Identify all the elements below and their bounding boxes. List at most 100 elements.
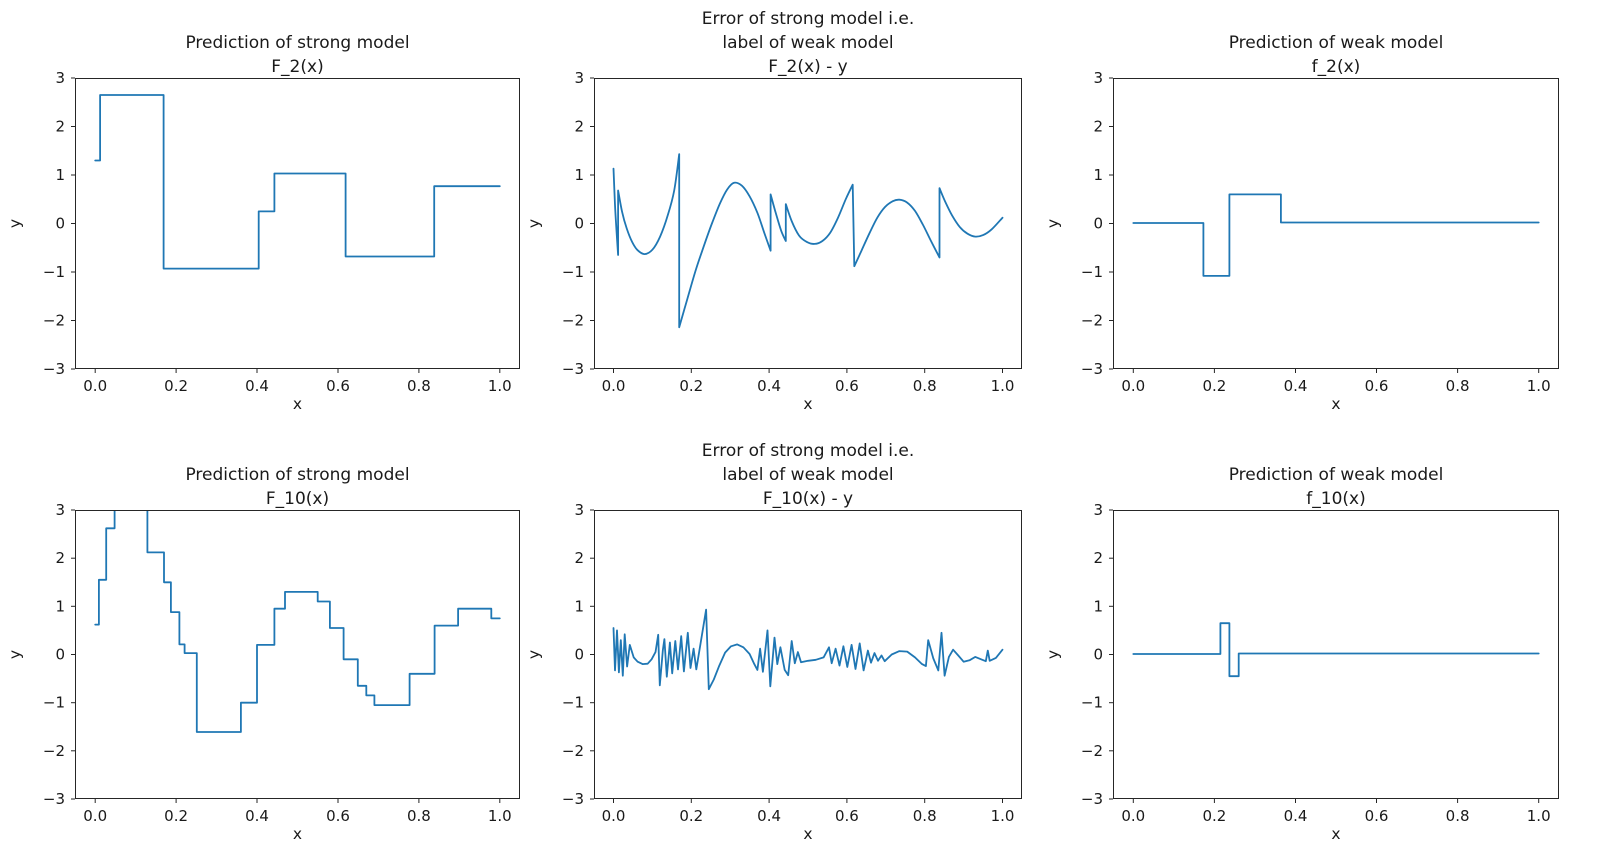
y-tick-label: 0: [55, 646, 65, 664]
y-tick-label: 2: [574, 549, 584, 567]
x-tick-label: 0.4: [1284, 807, 1308, 825]
y-tick-label: −1: [1081, 694, 1103, 712]
x-tick-label: 0.6: [1365, 807, 1389, 825]
subplot-weak-model-f_10: Prediction of weak model f_10(x) 0.0 0.2 0.4…: [1044, 465, 1559, 843]
y-tick-label: 2: [1093, 549, 1103, 567]
subplot-title-line: Error of strong model i.e.: [702, 441, 914, 461]
x-tick-label: 0.8: [913, 377, 937, 395]
series-line: [612, 608, 1004, 691]
y-axis-label: y: [525, 650, 543, 659]
x-tick-label: 0.2: [1202, 807, 1226, 825]
x-axis-label: x: [1331, 825, 1340, 843]
subplot-title-line: Error of strong model i.e.: [702, 9, 914, 29]
y-tick-label: −1: [43, 694, 65, 712]
series-line: [1132, 622, 1540, 678]
y-tick-label: 1: [574, 597, 584, 615]
y-tick-label: 3: [55, 69, 65, 87]
y-tick-label: −2: [562, 742, 584, 760]
y-axis-label: y: [6, 650, 24, 659]
x-tick-label: 0.2: [1202, 377, 1226, 395]
x-tick-label: 0.2: [164, 807, 188, 825]
x-tick-label: 1.0: [1527, 377, 1551, 395]
x-tick-label: 0.8: [1446, 807, 1470, 825]
x-tick-label: 0.4: [757, 807, 781, 825]
y-tick-label: −2: [1081, 742, 1103, 760]
y-axis-label: y: [6, 219, 24, 228]
x-tick-label: 0.4: [1284, 377, 1308, 395]
plot-frame: [594, 510, 1022, 799]
series-line: [94, 94, 501, 270]
y-tick-label: −3: [1081, 360, 1103, 378]
y-tick-label: −3: [562, 360, 584, 378]
subplot-title-line: label of weak model: [722, 465, 893, 485]
y-tick-label: 3: [1093, 69, 1103, 87]
x-tick-label: 0.0: [1121, 807, 1145, 825]
x-tick-label: 0.0: [83, 377, 107, 395]
x-tick-label: 1.0: [1527, 807, 1551, 825]
y-tick-label: 3: [55, 501, 65, 519]
y-tick-label: 3: [574, 69, 584, 87]
x-tick-label: 0.8: [407, 377, 431, 395]
y-tick-label: −2: [43, 312, 65, 330]
y-tick-label: 2: [55, 118, 65, 136]
subplot-title-line: F_2(x): [271, 57, 323, 77]
y-tick-label: −2: [562, 312, 584, 330]
x-tick-label: 1.0: [488, 377, 512, 395]
x-tick-label: 0.6: [835, 377, 859, 395]
y-tick-label: −1: [43, 263, 65, 281]
y-tick-label: 2: [574, 118, 584, 136]
x-tick-label: 0.6: [326, 377, 350, 395]
series-line: [94, 510, 501, 733]
series-line: [612, 153, 1004, 329]
x-tick-label: 1.0: [991, 377, 1015, 395]
subplot-error-F_10: Error of strong model i.e. label of weak …: [525, 441, 1022, 843]
y-tick-label: −3: [562, 790, 584, 808]
y-tick-label: 0: [1093, 646, 1103, 664]
subplot-weak-model-f_2: Prediction of weak model f_2(x) 0.0 0.2 0.4 0…: [1044, 33, 1559, 413]
x-tick-label: 0.8: [407, 807, 431, 825]
subplot-title-line: F_2(x) - y: [768, 57, 847, 77]
x-tick-label: 0.2: [679, 807, 703, 825]
y-tick-label: 1: [55, 166, 65, 184]
y-tick-label: 1: [55, 597, 65, 615]
x-tick-label: 0.6: [326, 807, 350, 825]
y-tick-label: 0: [1093, 215, 1103, 233]
x-tick-label: 0.2: [164, 377, 188, 395]
x-tick-label: 0.4: [245, 377, 269, 395]
y-tick-label: 2: [1093, 118, 1103, 136]
y-tick-label: −1: [562, 694, 584, 712]
y-tick-label: −2: [1081, 312, 1103, 330]
x-tick-label: 0.4: [757, 377, 781, 395]
y-tick-label: 2: [55, 549, 65, 567]
x-tick-label: 0.8: [1446, 377, 1470, 395]
x-tick-label: 0.6: [835, 807, 859, 825]
x-tick-label: 0.4: [245, 807, 269, 825]
y-tick-label: −1: [562, 263, 584, 281]
x-tick-label: 0.6: [1365, 377, 1389, 395]
subplot-title-line: Prediction of strong model: [185, 33, 409, 53]
subplot-title-line: Prediction of weak model: [1229, 465, 1444, 485]
y-tick-label: 1: [1093, 597, 1103, 615]
y-tick-label: −2: [43, 742, 65, 760]
y-tick-label: −1: [1081, 263, 1103, 281]
x-axis-label: x: [293, 395, 302, 413]
x-tick-label: 1.0: [488, 807, 512, 825]
subplot-error-F_2: Error of strong model i.e. label of weak …: [525, 9, 1022, 413]
subplot-title-line: Prediction of weak model: [1229, 33, 1444, 53]
y-tick-label: 1: [1093, 166, 1103, 184]
x-axis-label: x: [293, 825, 302, 843]
x-tick-label: 0.0: [83, 807, 107, 825]
plot-frame: [75, 78, 520, 369]
y-tick-label: −3: [1081, 790, 1103, 808]
subplot-title-line: F_10(x): [266, 489, 329, 509]
x-tick-label: 0.0: [602, 807, 626, 825]
subplot-title-line: label of weak model: [722, 33, 893, 53]
y-tick-label: 0: [55, 215, 65, 233]
plot-frame: [594, 78, 1022, 369]
series-line: [1132, 193, 1540, 277]
y-tick-label: −3: [43, 360, 65, 378]
y-tick-label: 3: [574, 501, 584, 519]
plot-frame: [1113, 78, 1559, 369]
y-tick-label: 3: [1093, 501, 1103, 519]
